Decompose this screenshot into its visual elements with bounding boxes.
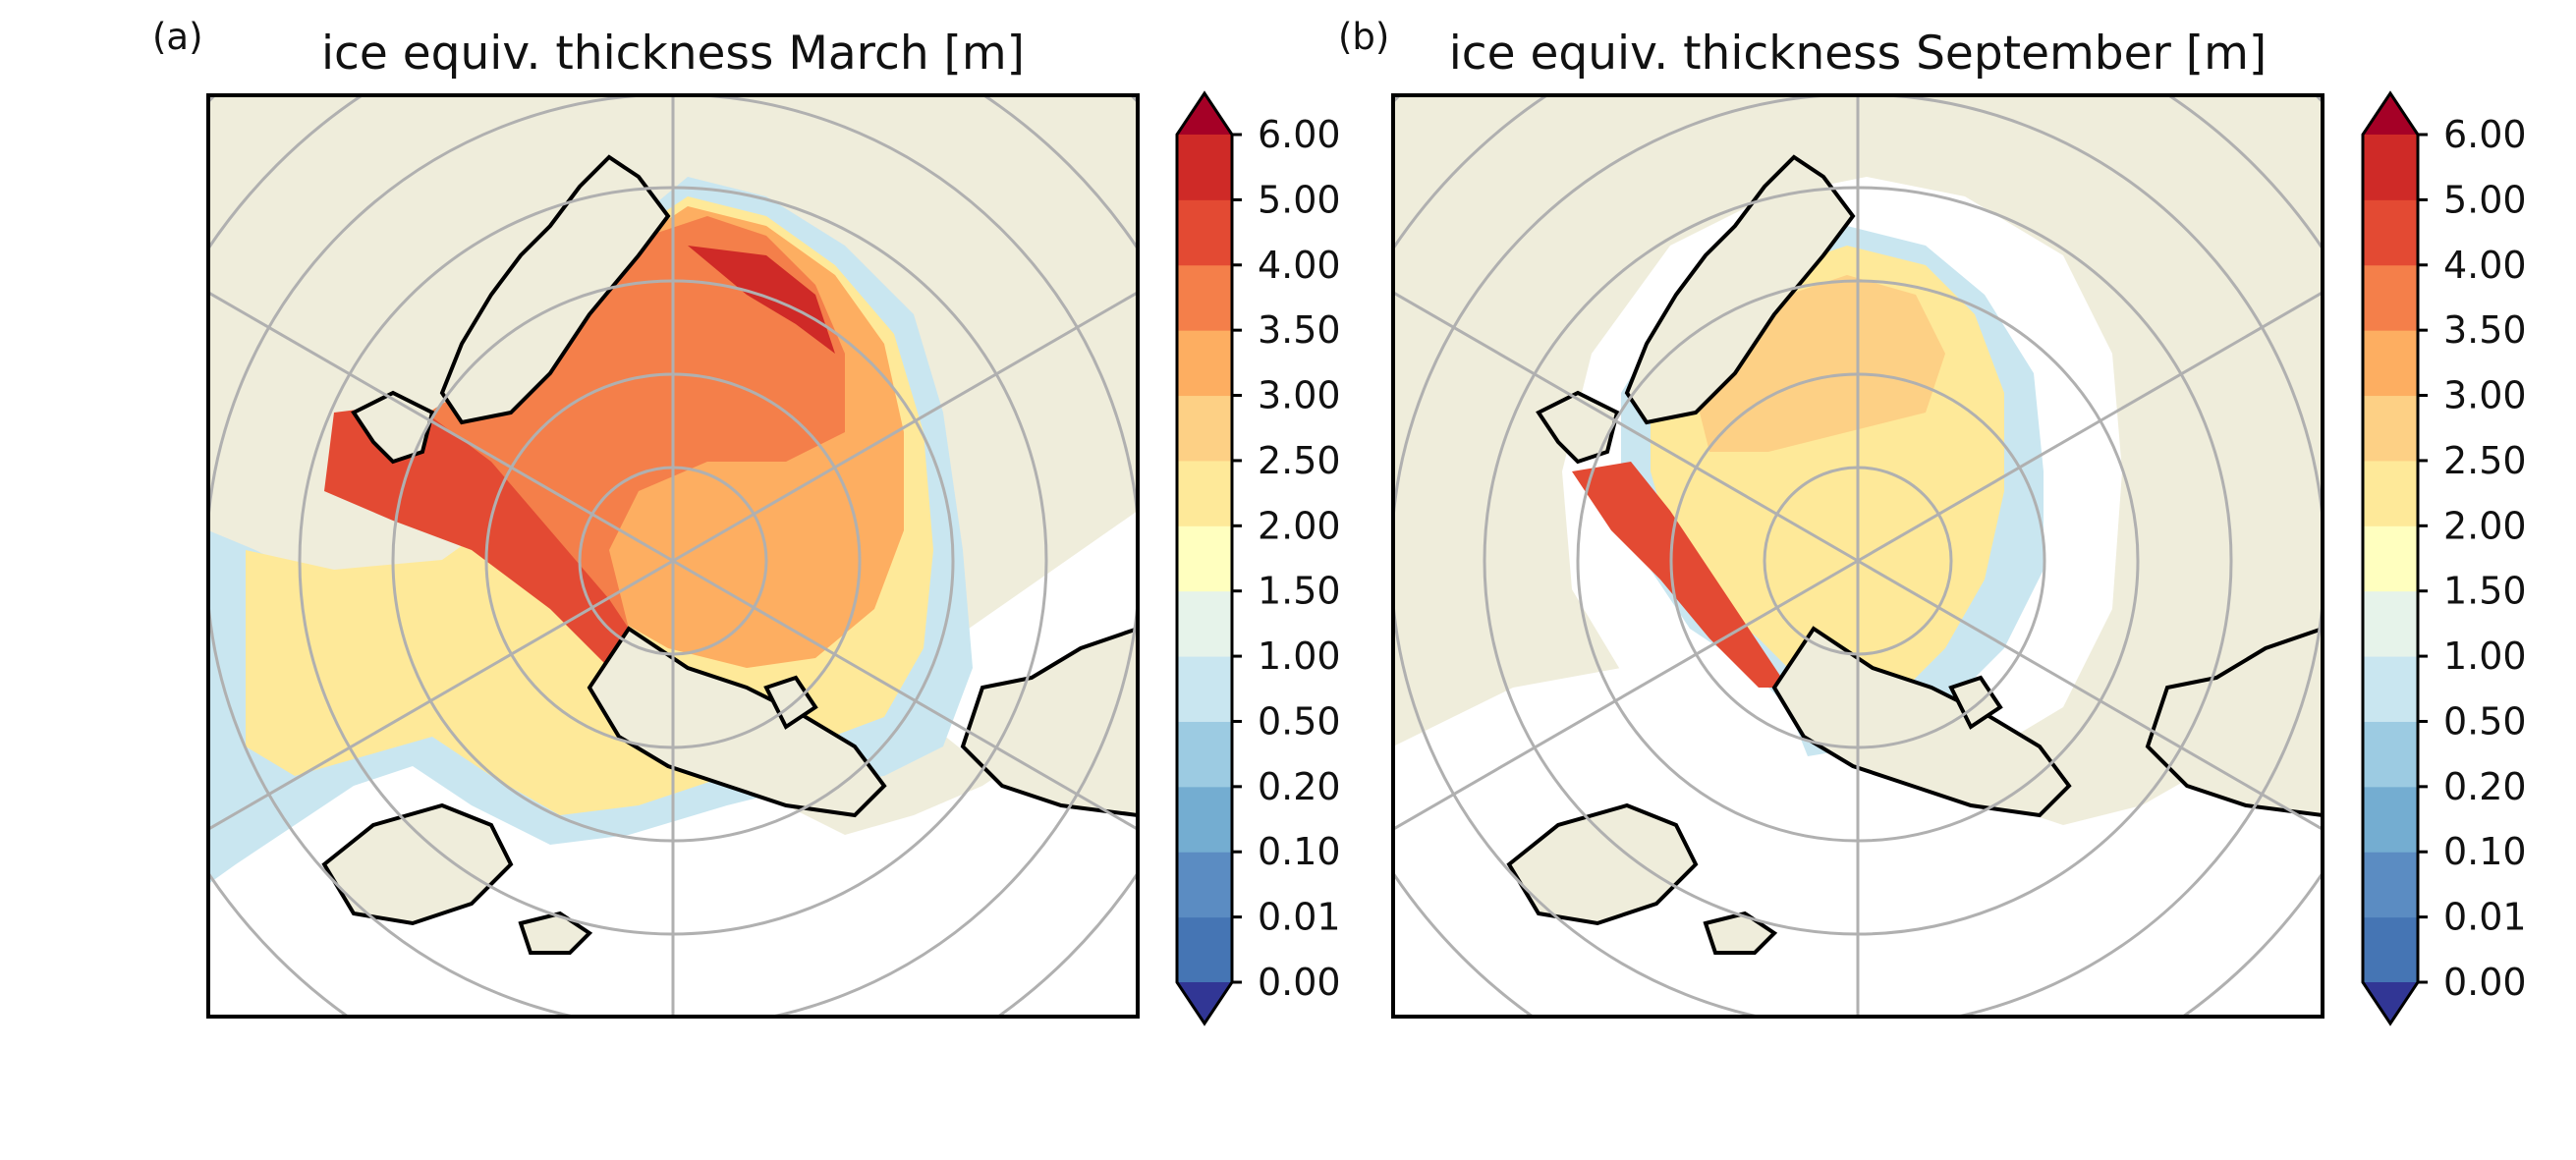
colorbar-bin bbox=[1177, 460, 1232, 526]
panel-a-frame bbox=[206, 93, 1140, 1019]
panel-a-map bbox=[208, 95, 1138, 1017]
colorbar-tick-label: 0.01 bbox=[1258, 896, 1341, 939]
colorbar-bin bbox=[2363, 721, 2418, 788]
greenland bbox=[439, 154, 671, 425]
colorbar-tick-label: 0.10 bbox=[1258, 830, 1341, 873]
colorbar-a-ticks: 0.00 0.01 0.10 0.20 0.50 1.00 1.50 2.00 2.50 3.00… bbox=[1232, 113, 1341, 1004]
colorbar-bin bbox=[2363, 525, 2418, 592]
greenland bbox=[1624, 154, 1856, 425]
panel-a: (a) ice equiv. thickness March [m] bbox=[152, 16, 1341, 1026]
colorbar-tick-label: 1.50 bbox=[1258, 570, 1341, 613]
colorbar-tick-label: 4.00 bbox=[2443, 244, 2527, 287]
colorbar-b-ticks: 0.00 0.01 0.10 0.20 0.50 1.00 1.50 2.00 2.50 3.00… bbox=[2418, 113, 2527, 1004]
panel-b-label: (b) bbox=[1338, 16, 1389, 58]
colorbar-bin bbox=[1177, 852, 1232, 918]
colorbar-under-extension bbox=[1177, 982, 1232, 1023]
colorbar-bin bbox=[2363, 852, 2418, 918]
colorbar-tick-label: 0.20 bbox=[1258, 765, 1341, 808]
colorbar-bin bbox=[1177, 330, 1232, 397]
colorbar-tick-label: 1.00 bbox=[2443, 635, 2527, 678]
colorbar-over-extension bbox=[2363, 93, 2418, 135]
colorbar-bin bbox=[2363, 656, 2418, 722]
colorbar-bin bbox=[1177, 721, 1232, 788]
colorbar-tick-label: 3.00 bbox=[2443, 374, 2527, 417]
colorbar-over-extension bbox=[1177, 93, 1232, 135]
colorbar-bin bbox=[1177, 395, 1232, 462]
colorbar-tick-label: 2.50 bbox=[2443, 439, 2527, 482]
colorbar-tick-label: 3.00 bbox=[1258, 374, 1341, 417]
colorbar-bin bbox=[2363, 916, 2418, 983]
colorbar-bin bbox=[1177, 135, 1232, 200]
colorbar-tick-label: 1.00 bbox=[1258, 635, 1341, 678]
colorbar-tick-label: 3.50 bbox=[1258, 308, 1341, 352]
colorbar-tick-label: 2.50 bbox=[1258, 439, 1341, 482]
colorbar-a-bins bbox=[1175, 90, 1234, 1026]
colorbar-bin bbox=[2363, 590, 2418, 657]
colorbar-bin bbox=[2363, 460, 2418, 526]
colorbar-bin bbox=[2363, 395, 2418, 462]
alaska bbox=[2145, 626, 2323, 818]
colorbar-bin bbox=[1177, 656, 1232, 722]
colorbar-bin bbox=[2363, 786, 2418, 853]
colorbar-a: 0.00 0.01 0.10 0.20 0.50 1.00 1.50 2.00 2.50 3.00… bbox=[1175, 90, 1341, 1026]
colorbar-tick-label: 0.00 bbox=[1258, 961, 1341, 1004]
panel-a-title: ice equiv. thickness March [m] bbox=[321, 27, 1025, 81]
colorbar-tick-label: 0.01 bbox=[2443, 896, 2527, 939]
colorbar-bin bbox=[2363, 135, 2418, 200]
colorbar-tick-label: 0.50 bbox=[1258, 699, 1341, 743]
colorbar-bin bbox=[1177, 199, 1232, 266]
colorbar-b-bins bbox=[2361, 90, 2420, 1026]
colorbar-tick-label: 0.00 bbox=[2443, 961, 2527, 1004]
panel-b: (b) ice equiv. thickness September [m] bbox=[1338, 16, 2527, 1026]
colorbar-bin bbox=[1177, 525, 1232, 592]
colorbar-tick-label: 5.00 bbox=[1258, 178, 1341, 221]
colorbar-tick-label: 0.50 bbox=[2443, 699, 2527, 743]
colorbar-tick-label: 0.20 bbox=[2443, 765, 2527, 808]
colorbar-tick-label: 6.00 bbox=[2443, 113, 2527, 156]
colorbar-tick-label: 4.00 bbox=[1258, 244, 1341, 287]
siberia-coast bbox=[587, 626, 887, 818]
colorbar-under-extension bbox=[2363, 982, 2418, 1023]
colorbar-bin bbox=[1177, 590, 1232, 657]
colorbar-tick-label: 1.50 bbox=[2443, 570, 2527, 613]
panel-a-label: (a) bbox=[152, 16, 203, 58]
colorbar-b: 0.00 0.01 0.10 0.20 0.50 1.00 1.50 2.00 2.50 3.00… bbox=[2361, 90, 2527, 1026]
colorbar-tick-label: 3.50 bbox=[2443, 308, 2527, 352]
sea-ice-max bbox=[688, 246, 835, 354]
colorbar-bin bbox=[2363, 330, 2418, 397]
panel-b-title: ice equiv. thickness September [m] bbox=[1449, 27, 2268, 81]
colorbar-tick-label: 6.00 bbox=[1258, 113, 1341, 156]
sea-ice-thickest bbox=[324, 403, 648, 668]
colorbar-bin bbox=[1177, 264, 1232, 331]
colorbar-tick-label: 2.00 bbox=[1258, 504, 1341, 547]
colorbar-tick-label: 5.00 bbox=[2443, 178, 2527, 221]
graticule bbox=[208, 95, 1138, 1017]
alaska bbox=[960, 626, 1138, 818]
colorbar-tick-label: 2.00 bbox=[2443, 504, 2527, 547]
panel-b-map bbox=[1393, 95, 2323, 1017]
siberia-coast bbox=[1771, 626, 2072, 818]
colorbar-bin bbox=[2363, 199, 2418, 266]
colorbar-tick-label: 0.10 bbox=[2443, 830, 2527, 873]
graticule bbox=[1393, 95, 2323, 1017]
colorbar-bin bbox=[1177, 786, 1232, 853]
panel-b-frame bbox=[1391, 93, 2324, 1019]
colorbar-bin bbox=[1177, 916, 1232, 983]
colorbar-bin bbox=[2363, 264, 2418, 331]
